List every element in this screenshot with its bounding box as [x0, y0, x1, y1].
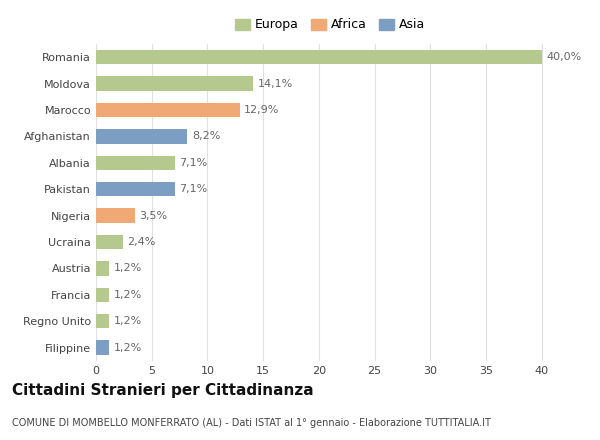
- Bar: [96, 261, 109, 275]
- Text: 1,2%: 1,2%: [114, 264, 142, 273]
- Text: 12,9%: 12,9%: [244, 105, 280, 115]
- Text: Cittadini Stranieri per Cittadinanza: Cittadini Stranieri per Cittadinanza: [12, 383, 314, 398]
- Text: 40,0%: 40,0%: [546, 52, 581, 62]
- Bar: [96, 209, 135, 223]
- Bar: [96, 129, 187, 144]
- Bar: [96, 50, 542, 65]
- Text: 1,2%: 1,2%: [114, 343, 142, 352]
- Text: 1,2%: 1,2%: [114, 290, 142, 300]
- Text: 1,2%: 1,2%: [114, 316, 142, 326]
- Bar: [96, 288, 109, 302]
- Bar: [96, 77, 253, 91]
- Bar: [96, 155, 175, 170]
- Text: 14,1%: 14,1%: [257, 79, 293, 88]
- Text: COMUNE DI MOMBELLO MONFERRATO (AL) - Dati ISTAT al 1° gennaio - Elaborazione TUT: COMUNE DI MOMBELLO MONFERRATO (AL) - Dat…: [12, 418, 491, 428]
- Text: 2,4%: 2,4%: [127, 237, 155, 247]
- Bar: [96, 103, 240, 117]
- Text: 8,2%: 8,2%: [192, 132, 220, 141]
- Bar: [96, 182, 175, 196]
- Bar: [96, 235, 123, 249]
- Text: 3,5%: 3,5%: [139, 211, 167, 220]
- Legend: Europa, Africa, Asia: Europa, Africa, Asia: [235, 18, 425, 31]
- Bar: [96, 341, 109, 355]
- Text: 7,1%: 7,1%: [179, 184, 208, 194]
- Bar: [96, 314, 109, 328]
- Text: 7,1%: 7,1%: [179, 158, 208, 168]
